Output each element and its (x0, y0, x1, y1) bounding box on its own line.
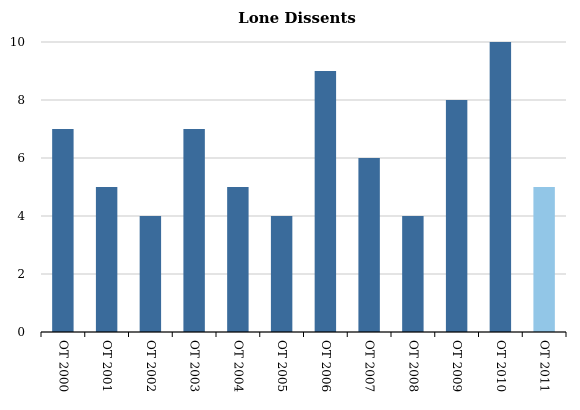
bar-ot-2001 (95, 187, 118, 332)
y-axis-ticks: 0 2 4 6 8 10 (10, 35, 26, 339)
bar-ot-2000 (52, 129, 74, 332)
chart-title: Lone Dissents (238, 9, 356, 27)
y-tick-label: 8 (17, 93, 25, 107)
x-axis (40, 331, 567, 337)
x-tick-label: OT 2002 (144, 340, 158, 392)
bar-ot-2009 (445, 100, 468, 332)
y-tick-label: 10 (10, 35, 25, 49)
x-tick-label: OT 2003 (188, 340, 202, 392)
x-tick-label: OT 2006 (319, 340, 333, 392)
x-tick-label: OT 2004 (231, 340, 245, 393)
y-tick-label: 2 (17, 267, 25, 281)
bar-ot-2011 (533, 187, 555, 332)
x-axis-labels: OT 2000 OT 2001 OT 2002 OT 2003 OT 2004 OT 20… (56, 340, 551, 393)
bars (52, 42, 555, 332)
x-tick-label: OT 2008 (406, 340, 420, 392)
bar-ot-2004 (227, 187, 249, 332)
y-tick-label: 6 (17, 151, 25, 165)
x-tick-label: OT 2009 (450, 340, 464, 392)
bar-ot-2008 (402, 216, 424, 332)
x-tick-label: OT 2000 (56, 340, 70, 392)
y-tick-label: 4 (17, 209, 25, 223)
bar-ot-2005 (270, 216, 293, 332)
bar-ot-2006 (314, 71, 337, 332)
x-tick-label: OT 2001 (100, 340, 114, 392)
x-tick-label: OT 2010 (494, 340, 508, 392)
x-tick-label: OT 2011 (538, 340, 552, 392)
bar-ot-2010 (489, 42, 512, 332)
bar-ot-2003 (183, 129, 205, 332)
bar-ot-2002 (139, 216, 162, 332)
x-tick-label: OT 2005 (275, 340, 289, 392)
y-tick-label: 0 (17, 325, 25, 339)
grid-lines (41, 41, 566, 275)
x-tick-label: OT 2007 (363, 340, 377, 392)
bar-ot-2007 (358, 158, 380, 332)
